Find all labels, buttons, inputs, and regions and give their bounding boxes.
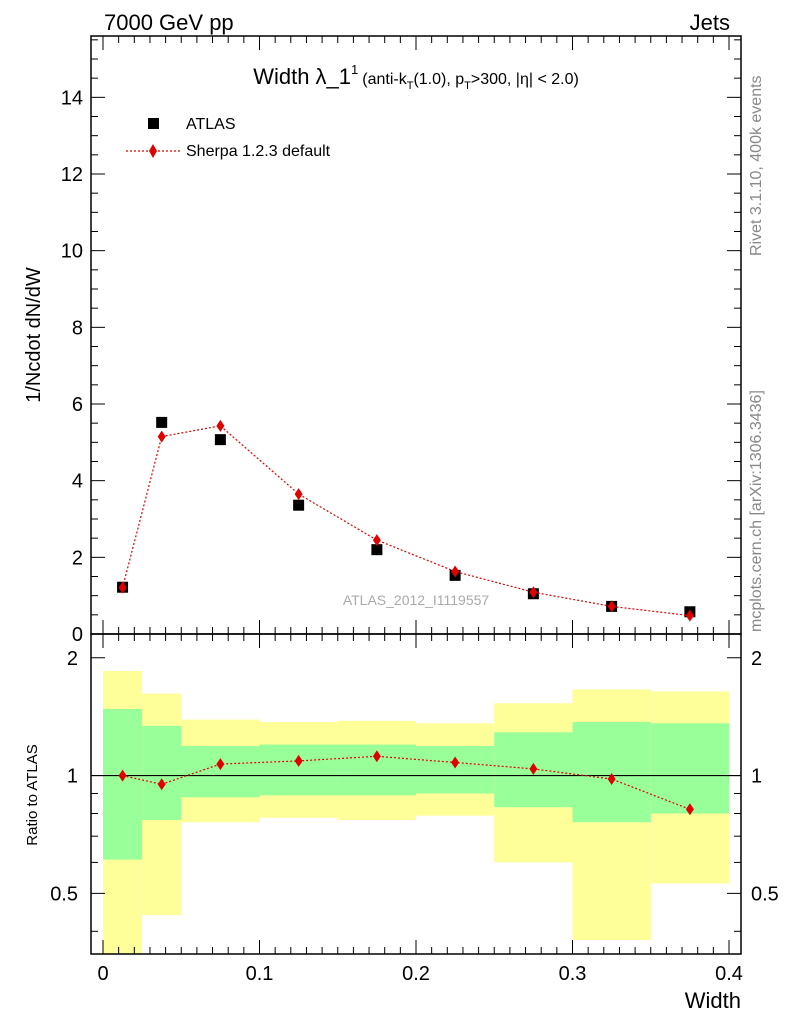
ratio-green-band: [103, 708, 143, 860]
main-y-tick-label: 6: [72, 394, 83, 416]
ratio-green-band: [181, 746, 260, 798]
header-left-label: 7000 GeV pp: [104, 10, 234, 35]
title-superscript: 1: [351, 62, 358, 77]
main-y-tick-label: 8: [72, 317, 83, 339]
rivet-version-label: Rivet 3.1.10, 400k events: [748, 75, 765, 256]
ratio-green-band: [650, 723, 729, 814]
sherpa-ratio-point: [529, 762, 538, 775]
title-main-text: Width λ_1: [253, 64, 351, 89]
x-tick-label: 0.2: [402, 963, 430, 985]
main-plot-title: Width λ_11(anti-kT(1.0), pT>300, |η| < 2…: [253, 62, 579, 92]
sherpa-ratio-point: [372, 750, 381, 763]
sherpa-data-point: [294, 488, 303, 501]
ratio-y-tick-label-left: 2: [67, 648, 78, 670]
main-y-ticks: 0 2 4 6 8 10 12 14: [61, 36, 741, 646]
sherpa-data-point: [529, 586, 538, 599]
atlas-data-point: [156, 416, 168, 428]
mcplots-reference-label: mcplots.cern.ch [arXiv:1306.3436]: [748, 390, 765, 632]
sherpa-data-point: [685, 609, 694, 622]
sherpa-ratio-point: [685, 803, 694, 816]
ratio-y-tick-label-left: 1: [67, 766, 78, 788]
sherpa-data-point: [607, 600, 616, 613]
analysis-watermark: ATLAS_2012_I1119557: [343, 592, 490, 608]
main-y-tick-label: 10: [61, 241, 83, 263]
sherpa-ratio-point: [607, 772, 616, 785]
sherpa-data-point: [118, 581, 127, 594]
main-y-tick-label: 14: [61, 87, 83, 109]
ratio-y-tick-label-right: 2: [751, 648, 762, 670]
main-y-tick-label: 4: [72, 471, 83, 493]
sherpa-ratio-point: [118, 769, 127, 782]
ratio-green-band: [572, 722, 651, 823]
atlas-data-point: [214, 434, 226, 446]
main-y-axis-label: 1/Ncdot dN/dW: [23, 267, 45, 403]
sherpa-data-point: [372, 534, 381, 547]
main-y-tick-label: 0: [72, 624, 83, 646]
sherpa-data-point: [216, 419, 225, 432]
x-tick-label: 0.4: [715, 963, 743, 985]
ratio-plot-area: [91, 671, 741, 954]
header-right-label: Jets: [690, 10, 730, 35]
sherpa-data-point: [451, 565, 460, 578]
x-tick-label: 0.3: [559, 963, 587, 985]
sherpa-ratio-point: [294, 754, 303, 767]
ratio-panel: 0.5 0.5 1 1 2 2 0 0.1 0.2 0.3 0.4 Ratio to ATLAS W…: [24, 633, 779, 1013]
legend-sherpa-label: Sherpa 1.2.3 default: [186, 143, 331, 160]
ratio-green-band: [416, 746, 495, 794]
sherpa-ratio-point: [451, 756, 460, 769]
ratio-green-band: [259, 744, 338, 796]
atlas-data-point: [371, 544, 383, 556]
atlas-data-point: [293, 499, 305, 511]
legend: ATLAS Sherpa 1.2.3 default: [126, 116, 331, 160]
sherpa-ratio-line: [122, 755, 691, 810]
sherpa-ratio-point: [216, 758, 225, 771]
ratio-y-axis-label: Ratio to ATLAS: [24, 744, 41, 845]
title-detail-part-3: >300, |η| < 2.0): [471, 71, 579, 88]
ratio-y-tick-label-left: 0.5: [50, 883, 78, 905]
ratio-green-band: [142, 725, 182, 820]
title-detail-part-2: (1.0), p: [413, 71, 464, 88]
title-detail-subscript-2: T: [464, 80, 471, 92]
ratio-y-tick-label-right: 0.5: [751, 883, 779, 905]
legend-sherpa-marker: [149, 144, 157, 158]
legend-atlas-marker: [148, 118, 159, 129]
x-tick-label: 0: [97, 963, 108, 985]
ratio-y-tick-label-right: 1: [751, 766, 762, 788]
legend-atlas-label: ATLAS: [186, 116, 236, 133]
sherpa-ratio-point: [157, 778, 166, 791]
sherpa-data-point: [157, 430, 166, 443]
main-y-tick-label: 2: [72, 547, 83, 569]
ratio-ticks: 0.5 0.5 1 1 2 2 0 0.1 0.2 0.3 0.4: [50, 634, 779, 985]
x-axis-label: Width: [685, 988, 741, 1013]
x-tick-label: 0.1: [246, 963, 274, 985]
title-detail-subscript-1: T: [407, 80, 414, 92]
main-y-tick-label: 12: [61, 164, 83, 186]
main-plot-area: [117, 416, 696, 622]
sherpa-line: [121, 425, 690, 617]
title-detail-part-1: (anti-k: [362, 71, 407, 88]
